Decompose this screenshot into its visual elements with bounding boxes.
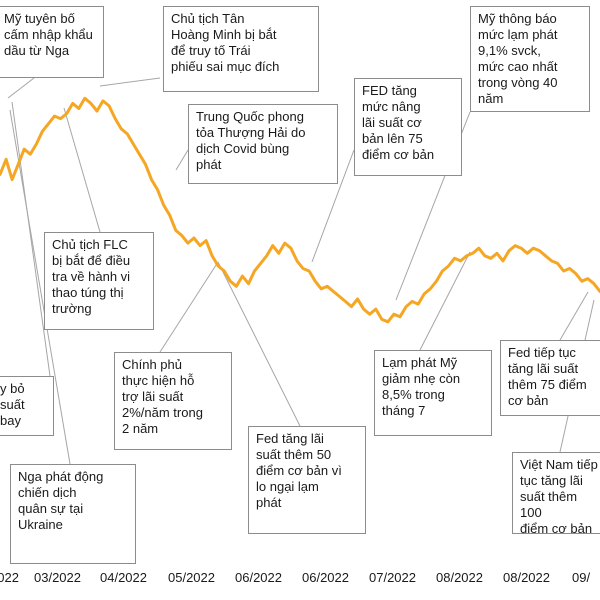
- callout-connector: [11, 101, 51, 377]
- x-tick-label: 2022: [0, 570, 19, 585]
- annotation-fed-75bp: FED tăng mức nâng lãi suất cơ bản lên 75…: [354, 78, 462, 176]
- callout-connector: [99, 77, 161, 87]
- annotation-us-oil-ban: Mỹ tuyên bố cấm nhập khẩu dầu từ Nga: [0, 6, 104, 78]
- x-tick-label: 04/2022: [100, 570, 147, 585]
- callout-connector: [63, 107, 101, 233]
- callout-connector: [175, 149, 189, 171]
- callout-connector: [159, 261, 219, 353]
- price-series-line: [0, 96, 600, 324]
- x-tick-label: 06/2022: [302, 570, 349, 585]
- x-tick-label: 07/2022: [369, 570, 416, 585]
- callout-connector: [311, 149, 355, 263]
- annotation-fed-continue-75bp: Fed tiếp tục tăng lãi suất thêm 75 điểm …: [500, 340, 600, 416]
- callout-connector: [217, 261, 301, 427]
- annotation-us-inflation-9-1: Mỹ thông báo mức lạm phát 9,1% svck, mức…: [470, 6, 590, 112]
- callout-connector: [9, 109, 71, 465]
- callout-connector: [419, 251, 471, 351]
- x-tick-label: 08/2022: [503, 570, 550, 585]
- x-tick-label: 05/2022: [168, 570, 215, 585]
- annotation-partial-left: y bỏ suất bay: [0, 376, 54, 436]
- annotation-russia-ukraine: Nga phát động chiến dịch quân sự tại Ukr…: [10, 464, 136, 564]
- annotation-tan-hoang-minh: Chủ tịch Tân Hoàng Minh bị bắt để truy t…: [163, 6, 319, 92]
- x-tick-label: 08/2022: [436, 570, 483, 585]
- x-tick-label: 09/: [572, 570, 591, 585]
- annotation-flc-chairman: Chủ tịch FLC bị bắt để điều tra về hành …: [44, 232, 154, 330]
- callout-connector: [559, 291, 589, 341]
- callout-connector: [7, 77, 35, 99]
- annotation-fed-50bp: Fed tăng lãi suất thêm 50 điểm cơ bản vì…: [248, 426, 366, 534]
- annotation-interest-support: Chính phủ thực hiện hỗ trợ lãi suất 2%/n…: [114, 352, 232, 450]
- annotation-us-inflation-8-5: Lạm phát Mỹ giảm nhẹ còn 8,5% trong thán…: [374, 350, 492, 436]
- x-tick-label: 03/2022: [34, 570, 81, 585]
- x-tick-label: 06/2022: [235, 570, 282, 585]
- annotation-vietnam-rate-hike: Việt Nam tiếp tục tăng lãi suất thêm 100…: [512, 452, 600, 534]
- annotation-shanghai-lockdown: Trung Quốc phong tỏa Thượng Hải do dịch …: [188, 104, 338, 184]
